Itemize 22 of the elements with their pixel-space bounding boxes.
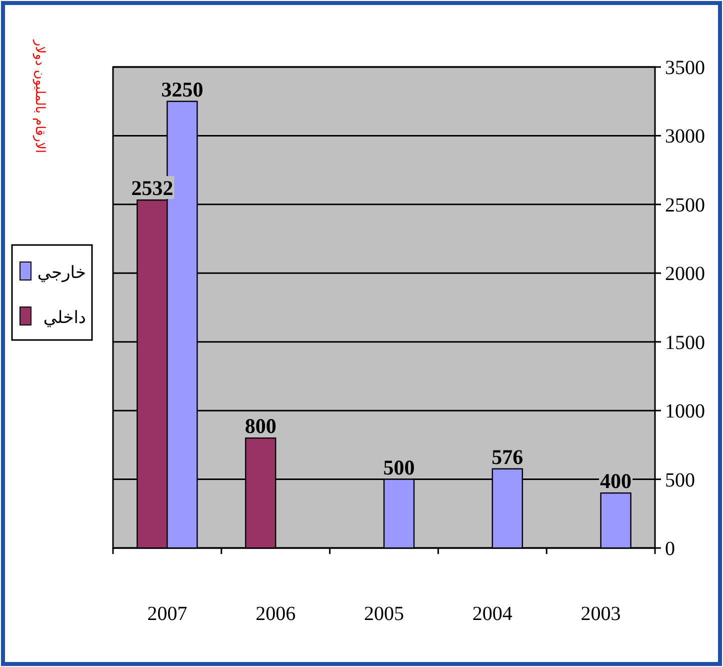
data-label: 2532 bbox=[131, 176, 174, 200]
data-label: 3250 bbox=[161, 77, 204, 102]
x-tick-label: 2006 bbox=[256, 603, 296, 625]
y-tick-label: 1500 bbox=[665, 332, 705, 354]
x-tick-label: 2004 bbox=[472, 603, 512, 625]
data-label: 576 bbox=[492, 444, 524, 469]
legend-label: داخلي bbox=[43, 308, 86, 328]
data-label: 400 bbox=[600, 469, 632, 494]
y-tick-label: 500 bbox=[665, 469, 695, 492]
y-tick-label: 1000 bbox=[665, 400, 705, 423]
y-tick-label: 3500 bbox=[665, 57, 705, 79]
y-tick-label: 0 bbox=[665, 538, 675, 560]
y-tick-label: 2000 bbox=[665, 263, 705, 286]
x-tick-label: 2005 bbox=[364, 603, 404, 625]
y-tick-label: 3000 bbox=[665, 126, 705, 148]
data-label: 800 bbox=[244, 414, 276, 438]
x-tick-label: 2007 bbox=[147, 603, 188, 625]
data-label: 500 bbox=[383, 455, 415, 480]
text: الارقام بالمليون دولار bbox=[32, 39, 47, 154]
x-tick-label: 2003 bbox=[580, 603, 621, 625]
legend-label: خارجي bbox=[37, 263, 86, 283]
y-tick-label: 2500 bbox=[665, 194, 705, 216]
